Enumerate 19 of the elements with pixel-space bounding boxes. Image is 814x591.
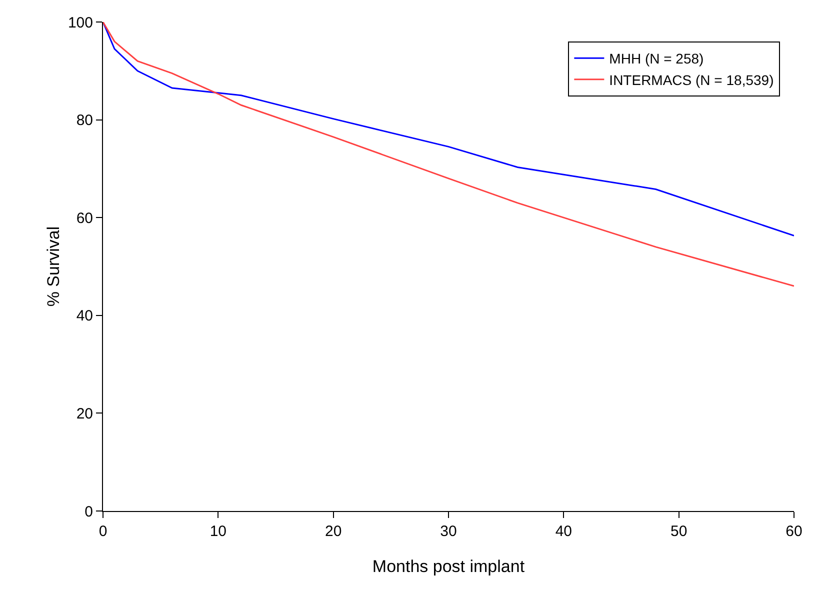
y-tick-label: 80 bbox=[76, 112, 93, 130]
x-axis-title: Months post implant bbox=[372, 557, 525, 576]
y-tick-label: 0 bbox=[84, 503, 93, 520]
line-series bbox=[103, 22, 794, 236]
y-tick-label: 60 bbox=[76, 210, 93, 227]
x-tick-label: 20 bbox=[324, 523, 342, 540]
x-tick-label: 30 bbox=[440, 523, 457, 540]
legend-label: INTERMACS (N = 18,539) bbox=[609, 72, 774, 88]
y-tick-label: 20 bbox=[76, 405, 93, 422]
x-tick-label: 60 bbox=[786, 523, 802, 540]
y-axis-title: % Survival bbox=[44, 226, 63, 307]
line-series bbox=[103, 22, 794, 287]
x-tick-label: 0 bbox=[98, 523, 108, 540]
x-tick-label: 10 bbox=[210, 523, 227, 540]
legend-label: MHH (N = 258) bbox=[609, 50, 704, 67]
x-tick-label: 50 bbox=[670, 523, 688, 540]
x-tick-label: 40 bbox=[555, 523, 572, 540]
y-tick-label: 40 bbox=[76, 308, 93, 325]
y-tick-label: 100 bbox=[68, 14, 93, 32]
